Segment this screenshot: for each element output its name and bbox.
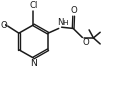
Text: N: N [57,18,63,27]
Text: Cl: Cl [29,1,38,10]
Text: O: O [1,21,7,30]
Text: O: O [70,6,77,15]
Text: N: N [30,59,37,68]
Text: O: O [83,38,90,47]
Text: H: H [62,20,68,26]
